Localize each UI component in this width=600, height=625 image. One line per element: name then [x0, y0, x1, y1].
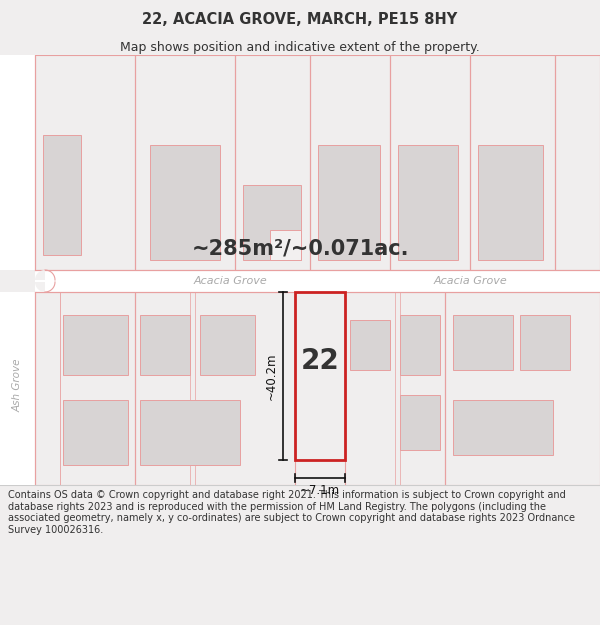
Bar: [395, 292, 400, 485]
Bar: [140, 315, 190, 375]
Text: Acacia Grove: Acacia Grove: [193, 276, 267, 286]
Bar: [35, 55, 135, 270]
Text: Ash Grove: Ash Grove: [13, 358, 23, 412]
Bar: [243, 185, 301, 260]
Bar: [43, 135, 81, 255]
Bar: [60, 292, 135, 485]
Bar: [295, 292, 345, 460]
Wedge shape: [35, 282, 45, 292]
Bar: [150, 145, 220, 260]
Bar: [63, 315, 128, 375]
Bar: [478, 145, 543, 260]
Bar: [200, 315, 255, 375]
Bar: [35, 292, 135, 485]
Bar: [63, 400, 128, 465]
Bar: [345, 292, 445, 485]
Bar: [135, 292, 295, 485]
Bar: [0, 292, 35, 485]
Bar: [400, 315, 440, 375]
Text: 22: 22: [301, 347, 340, 375]
Bar: [35, 270, 600, 292]
Bar: [318, 145, 380, 260]
Text: ~7.1m: ~7.1m: [300, 484, 340, 497]
Bar: [520, 315, 570, 370]
Bar: [555, 55, 600, 270]
Bar: [350, 320, 390, 370]
Bar: [235, 55, 310, 270]
Bar: [140, 400, 240, 465]
Bar: [0, 55, 35, 270]
Text: Acacia Grove: Acacia Grove: [433, 276, 507, 286]
Bar: [453, 400, 553, 455]
Text: ~285m²/~0.071ac.: ~285m²/~0.071ac.: [191, 238, 409, 258]
Bar: [135, 55, 235, 270]
Text: 22, ACACIA GROVE, MARCH, PE15 8HY: 22, ACACIA GROVE, MARCH, PE15 8HY: [142, 12, 458, 27]
Bar: [310, 55, 390, 270]
Bar: [390, 55, 470, 270]
Bar: [270, 230, 301, 260]
Wedge shape: [35, 270, 45, 280]
Text: ~40.2m: ~40.2m: [265, 352, 278, 400]
Bar: [445, 292, 600, 485]
Bar: [190, 292, 195, 485]
Text: Map shows position and indicative extent of the property.: Map shows position and indicative extent…: [120, 41, 480, 54]
Bar: [453, 315, 513, 370]
Text: Contains OS data © Crown copyright and database right 2021. This information is : Contains OS data © Crown copyright and d…: [8, 490, 575, 535]
Bar: [398, 145, 458, 260]
Bar: [400, 395, 440, 450]
Bar: [470, 55, 555, 270]
